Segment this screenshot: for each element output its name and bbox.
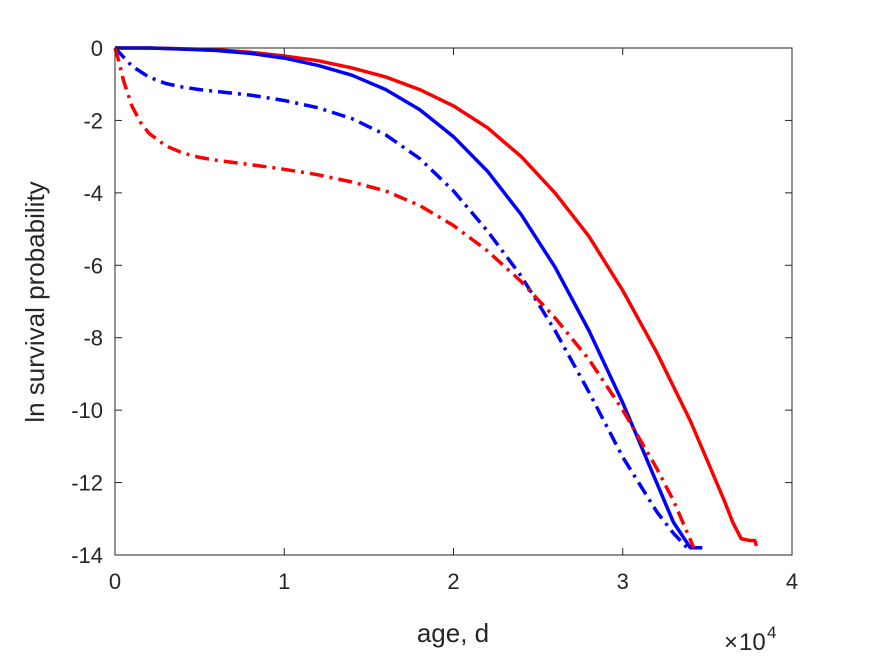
series-line-3 (113, 46, 689, 549)
x-multiplier-base: 10 (739, 629, 766, 656)
series-line-2 (115, 46, 703, 550)
x-axis-multiplier: × 10 4 (724, 623, 776, 656)
y-tick-label: -8 (83, 326, 103, 351)
y-axis-ticks: 0 -2 -4 -6 -8 -10 -12 -14 (71, 36, 792, 568)
x-axis-label: age, d (417, 618, 489, 648)
y-tick-label: -6 (83, 253, 103, 278)
x-tick-label: 0 (109, 569, 121, 594)
y-tick-label: -4 (83, 181, 103, 206)
y-tick-label: -14 (71, 543, 103, 568)
x-multiplier-symbol: × (724, 629, 738, 656)
x-tick-label: 4 (786, 569, 798, 594)
x-axis-ticks: 0 1 2 3 4 (109, 48, 798, 594)
series-line-4 (113, 47, 696, 549)
x-tick-label: 1 (278, 569, 290, 594)
x-tick-label: 2 (447, 569, 459, 594)
x-tick-label: 3 (617, 569, 629, 594)
x-multiplier-exponent: 4 (767, 623, 776, 642)
y-axis-label: ln survival probability (20, 181, 50, 422)
y-tick-label: -10 (71, 398, 103, 423)
y-tick-label: -12 (71, 471, 103, 496)
plot-lines (113, 46, 759, 550)
y-tick-label: -2 (83, 108, 103, 133)
y-tick-label: 0 (91, 36, 103, 61)
